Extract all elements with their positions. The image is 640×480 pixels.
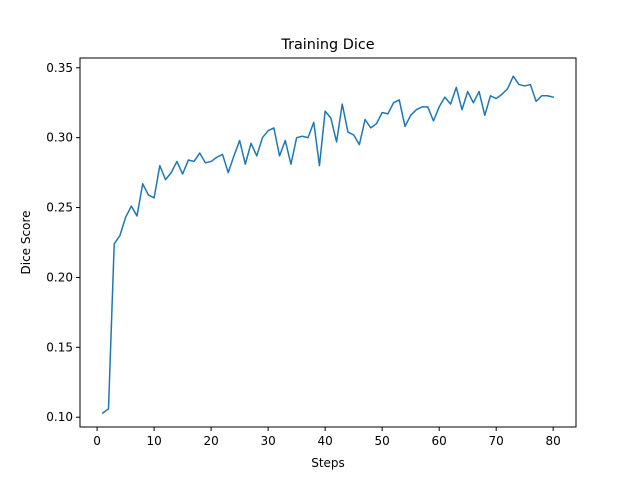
x-tick-label: 0 [93,434,101,448]
y-axis: 0.10 0.15 0.20 0.25 0.30 0.35 [46,61,80,424]
y-tick-label: 0.15 [46,340,73,354]
chart-title: Training Dice [280,37,374,53]
y-tick-label: 0.10 [46,410,73,424]
y-tick-label: 0.30 [46,131,73,145]
x-axis: 0 10 20 30 40 50 60 70 80 [93,427,561,448]
x-tick-label: 70 [489,434,504,448]
series-line [101,75,555,415]
y-tick-label: 0.20 [46,270,73,284]
y-tick-label: 0.25 [46,201,73,215]
x-tick-label: 20 [203,434,218,448]
x-tick-label: 80 [546,434,561,448]
x-axis-label: Steps [311,456,345,470]
x-tick-label: 50 [375,434,390,448]
plot-series [101,75,555,415]
x-tick-label: 40 [318,434,333,448]
x-tick-label: 60 [432,434,447,448]
x-tick-label: 10 [146,434,161,448]
y-axis-label: Dice Score [19,211,33,275]
plot-frame [79,57,577,428]
x-tick-label: 30 [260,434,275,448]
y-tick-label: 0.35 [46,61,73,75]
